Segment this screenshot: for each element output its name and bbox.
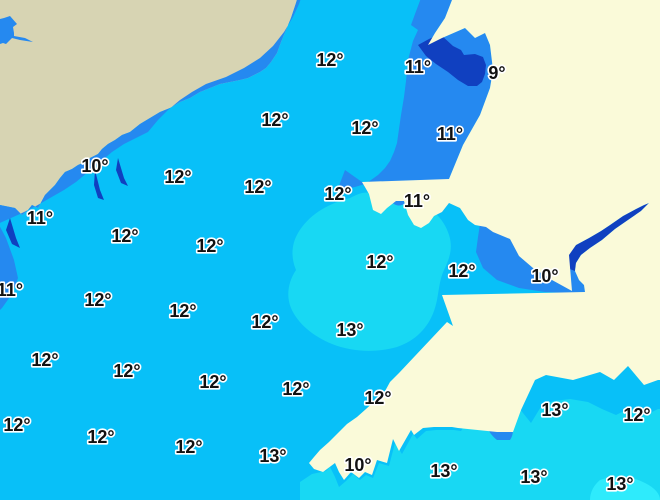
svg-text:12°: 12°	[199, 372, 226, 392]
svg-text:12°: 12°	[282, 379, 309, 399]
svg-text:10°: 10°	[531, 266, 558, 286]
svg-text:12°: 12°	[175, 437, 202, 457]
svg-text:12°: 12°	[169, 301, 196, 321]
svg-text:11°: 11°	[405, 57, 431, 77]
svg-text:12°: 12°	[364, 388, 391, 408]
svg-text:12°: 12°	[244, 177, 271, 197]
svg-text:13°: 13°	[541, 400, 568, 420]
svg-text:12°: 12°	[316, 50, 343, 70]
svg-text:12°: 12°	[87, 427, 114, 447]
svg-text:12°: 12°	[31, 350, 58, 370]
svg-text:11°: 11°	[0, 280, 23, 300]
svg-text:13°: 13°	[520, 467, 547, 487]
svg-text:13°: 13°	[430, 461, 457, 481]
svg-text:13°: 13°	[259, 446, 286, 466]
svg-text:12°: 12°	[261, 110, 288, 130]
svg-text:9°: 9°	[488, 63, 505, 83]
svg-text:10°: 10°	[81, 156, 108, 176]
svg-text:12°: 12°	[84, 290, 111, 310]
svg-text:10°: 10°	[344, 455, 371, 475]
svg-text:12°: 12°	[113, 361, 140, 381]
svg-text:12°: 12°	[111, 226, 138, 246]
svg-text:12°: 12°	[448, 261, 475, 281]
svg-text:13°: 13°	[336, 320, 363, 340]
svg-text:11°: 11°	[27, 208, 53, 228]
svg-text:12°: 12°	[366, 252, 393, 272]
svg-text:12°: 12°	[324, 184, 351, 204]
svg-text:13°: 13°	[606, 474, 633, 494]
svg-text:12°: 12°	[196, 236, 223, 256]
svg-text:11°: 11°	[404, 191, 430, 211]
svg-text:12°: 12°	[3, 415, 30, 435]
svg-text:12°: 12°	[164, 167, 191, 187]
svg-text:11°: 11°	[437, 124, 463, 144]
svg-text:12°: 12°	[623, 405, 650, 425]
svg-text:12°: 12°	[351, 118, 378, 138]
svg-text:12°: 12°	[251, 312, 278, 332]
